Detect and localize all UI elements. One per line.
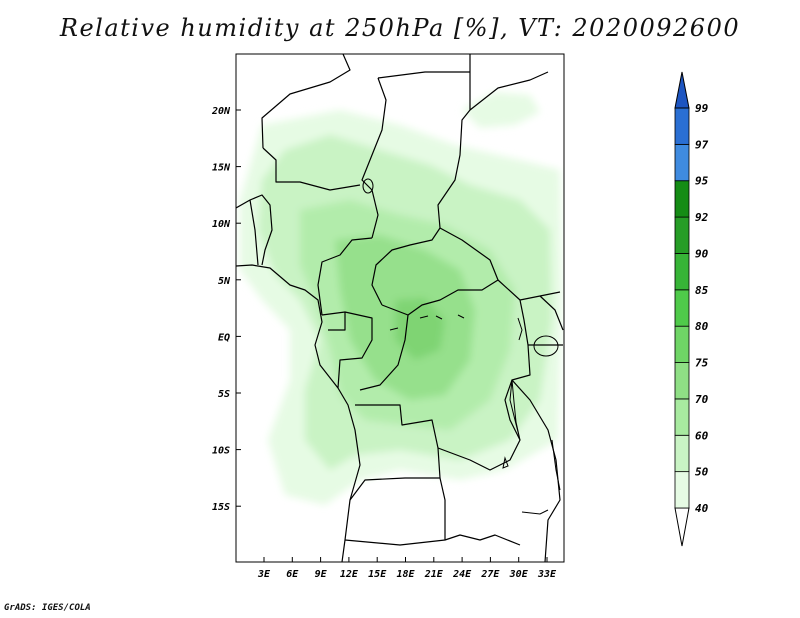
colorbar-segment	[674, 253, 690, 291]
colorbar-high-arrow	[674, 71, 690, 109]
x-tick-label: 3E	[257, 569, 271, 580]
y-tick-label: 10S	[212, 446, 230, 457]
grads-credit: GrADS: IGES/COLA	[4, 603, 91, 613]
x-tick-label: 33E	[537, 569, 557, 580]
colorbar-label: 80	[695, 320, 709, 333]
drc-north-border	[359, 314, 409, 391]
map-frame	[235, 53, 565, 563]
colorbar-segment	[674, 289, 690, 327]
colorbar-label: 60	[695, 429, 709, 442]
rivers	[389, 314, 465, 331]
lake-albert	[517, 317, 523, 341]
lake-mweru	[502, 456, 509, 469]
south-sudan-border	[497, 279, 561, 301]
colorbar-segment	[674, 107, 690, 145]
y-tick-label: 5S	[218, 389, 230, 400]
x-tick-label: 12E	[340, 569, 359, 580]
lakes	[362, 178, 561, 515]
y-tick-label: 20N	[211, 106, 231, 117]
zambia-namibia-border	[344, 477, 521, 546]
y-tick-label: 15S	[212, 502, 230, 513]
y-tick-label: 5N	[218, 276, 231, 287]
x-tick-label: 18E	[396, 569, 415, 580]
colorbar-segment	[674, 434, 690, 473]
colorbar-segment	[674, 143, 690, 182]
y-tick-label: 10N	[212, 219, 231, 230]
colorbar-segment	[674, 325, 690, 363]
colorbar-low-arrow	[674, 507, 690, 547]
nigeria-cameroon-border	[317, 237, 373, 316]
x-tick-label: 15E	[368, 569, 387, 580]
lake-chad	[362, 178, 374, 194]
x-tick-label: 27E	[480, 569, 500, 580]
colorbar-label: 70	[695, 393, 709, 406]
west-africa-borders	[236, 194, 273, 266]
x-tick-label: 30E	[509, 569, 529, 580]
niger-chad-border	[361, 77, 387, 239]
lake-bangweulu	[521, 509, 549, 515]
coastline	[236, 264, 361, 562]
shading-75-80	[395, 298, 445, 360]
colorbar-label: 90	[695, 247, 709, 260]
map-title: Relative humidity at 250hPa [%], VT: 202…	[59, 14, 741, 42]
y-tick-label: 15N	[212, 163, 231, 174]
lake-malawi	[551, 439, 561, 491]
colorbar-segment	[674, 362, 690, 400]
libya-border	[261, 54, 351, 149]
shading-40-50-ne	[462, 92, 540, 128]
colorbar-segment	[674, 398, 690, 436]
drc-zambia-border	[437, 379, 521, 471]
colorbar: 40 50 60 70 75 80 85 90 92 95 97 99	[674, 71, 709, 547]
lake-tanganyika	[509, 379, 521, 441]
x-tick-label: 6E	[286, 569, 299, 580]
congo-gabon-border	[321, 311, 373, 389]
sudan-north-border	[377, 71, 549, 111]
colorbar-label: 97	[695, 138, 709, 151]
niger-nigeria-border	[262, 147, 361, 191]
y-tick-label: EQ	[218, 332, 230, 343]
x-tick-label: 9E	[315, 569, 328, 580]
car-border	[381, 227, 499, 316]
colorbar-label: 50	[695, 466, 709, 479]
humidity-shading	[240, 92, 562, 505]
x-tick-label: 24E	[452, 569, 472, 580]
lake-victoria	[533, 335, 559, 357]
colorbar-label: 40	[695, 502, 709, 515]
x-tick-label: 21E	[424, 569, 444, 580]
colorbar-label: 95	[695, 175, 709, 188]
colorbar-segment	[674, 471, 690, 509]
colorbar-label: 75	[695, 357, 709, 370]
colorbar-segment	[674, 216, 690, 254]
colorbar-label: 99	[695, 102, 709, 115]
colorbar-segment	[674, 180, 690, 218]
map-axes: 3E 6E 9E 12E 15E 18E 21E 24E 27E 30E 33E 20N 15N 10N 5…	[211, 106, 557, 580]
colorbar-label: 85	[695, 284, 709, 297]
colorbar-label: 92	[695, 211, 709, 224]
